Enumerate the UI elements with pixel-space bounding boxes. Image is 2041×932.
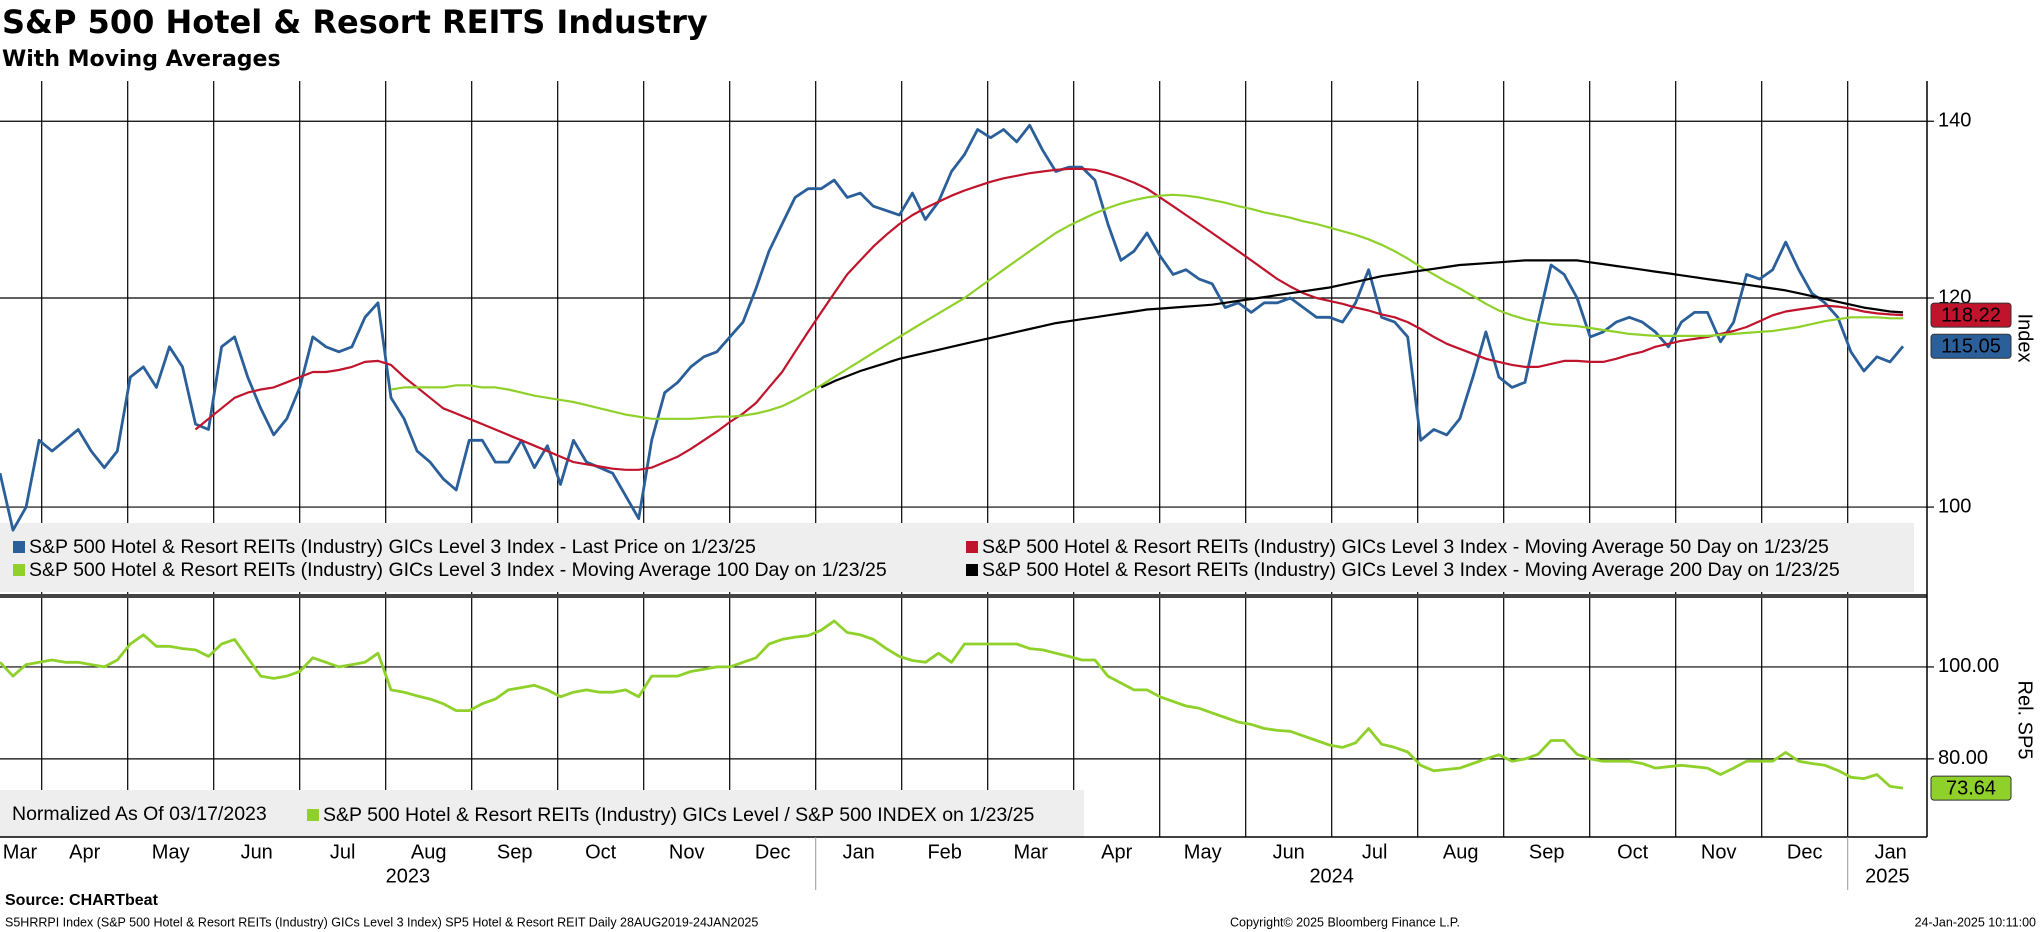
x-tick-label: May — [152, 841, 190, 863]
x-tick-label: Apr — [69, 841, 100, 863]
x-tick-label: May — [1184, 841, 1222, 863]
legend-box — [0, 790, 1084, 837]
series-line — [0, 123, 1905, 532]
x-year-label: 2023 — [386, 865, 431, 887]
last-value-label: 115.05 — [1941, 336, 2001, 358]
x-tick-label: Oct — [585, 841, 617, 863]
y-tick-label: 140 — [1938, 110, 1971, 132]
x-tick-label: Jun — [1273, 841, 1305, 863]
x-tick-label: Nov — [1701, 841, 1737, 863]
legend-swatch — [307, 809, 319, 821]
x-tick-label: Apr — [1101, 841, 1132, 863]
last-value-label: 118.22 — [1941, 304, 2001, 326]
y-axis-title: Index — [2014, 314, 2036, 363]
x-tick-label: Dec — [1787, 841, 1823, 863]
x-tick-label: Nov — [669, 841, 705, 863]
series-line — [820, 259, 1904, 389]
y-tick-label: 100.00 — [1938, 655, 1999, 677]
chart-subtitle: With Moving Averages — [2, 47, 281, 72]
legend-swatch — [13, 541, 25, 553]
source: Source: CHARTbeat — [5, 892, 159, 909]
y-tick-label: 100 — [1938, 495, 1971, 517]
series-line — [390, 193, 1903, 420]
x-tick-label: Sep — [497, 841, 533, 863]
legend-label: S&P 500 Hotel & Resort REITs (Industry) … — [982, 536, 1829, 558]
legend-label: S&P 500 Hotel & Resort REITs (Industry) … — [29, 536, 756, 558]
timestamp: 24-Jan-2025 10:11:00 — [1915, 915, 2036, 929]
x-tick-label: Dec — [755, 841, 791, 863]
legend-box — [0, 523, 1914, 592]
legend-label: S&P 500 Hotel & Resort REITs (Industry) … — [323, 804, 1035, 826]
annotation: Normalized As Of 03/17/2023 — [12, 803, 267, 825]
x-tick-label: Mar — [3, 841, 38, 863]
last-value-badge — [1930, 302, 2012, 328]
x-tick-label: Sep — [1529, 841, 1565, 863]
x-tick-label: Mar — [1013, 841, 1048, 863]
ticker: S5HRRPI Index (S&P 500 Hotel & Resort RE… — [5, 915, 758, 929]
x-tick-label: Jan — [1875, 841, 1907, 863]
x-tick-label: Aug — [411, 841, 447, 863]
x-tick-label: Jan — [843, 841, 875, 863]
x-tick-label: Jul — [1362, 841, 1388, 863]
legend-label: S&P 500 Hotel & Resort REITs (Industry) … — [982, 559, 1840, 581]
x-tick-label: Jun — [241, 841, 273, 863]
x-tick-label: Oct — [1617, 841, 1649, 863]
legend-swatch — [966, 564, 978, 576]
x-tick-label: Aug — [1443, 841, 1479, 863]
legend-swatch — [966, 541, 978, 553]
x-tick-label: Jul — [330, 841, 356, 863]
plot — [0, 123, 1905, 790]
legend-swatch — [13, 564, 25, 576]
series-line — [0, 619, 1904, 790]
chart-title: S&P 500 Hotel & Resort REITS Industry — [2, 3, 708, 41]
y-axis-title: Rel. SP5 — [2014, 681, 2036, 760]
x-year-label: 2025 — [1865, 865, 1910, 887]
copyright: Copyright© 2025 Bloomberg Finance L.P. — [1230, 915, 1460, 929]
y-tick-label: 80.00 — [1938, 747, 1988, 769]
x-tick-label: Feb — [927, 841, 961, 863]
panel-separator — [0, 594, 1927, 598]
last-value-label: 73.64 — [1946, 777, 1996, 799]
last-value-badge — [1930, 775, 2012, 801]
x-year-label: 2024 — [1309, 865, 1354, 887]
grid — [0, 81, 1927, 837]
legend-label: S&P 500 Hotel & Resort REITs (Industry) … — [29, 559, 887, 581]
last-value-badge — [1930, 333, 2012, 359]
series-line — [194, 167, 1904, 471]
